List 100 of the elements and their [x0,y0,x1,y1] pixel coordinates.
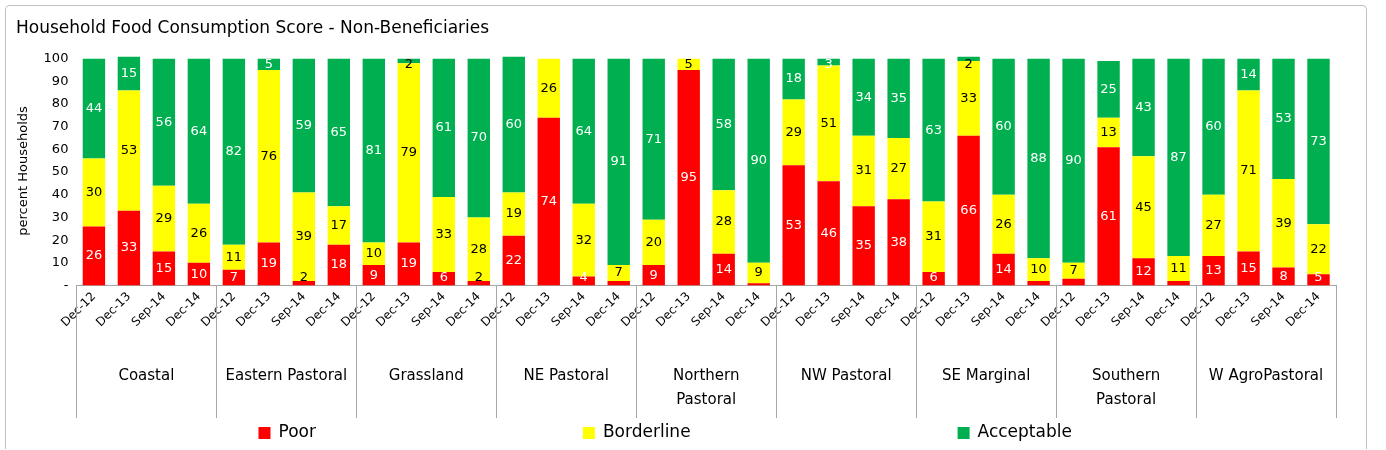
y-tick-label: 80 [51,95,69,111]
bar [852,58,875,136]
data-label: 2 [474,268,483,284]
y-tick-label: 100 [43,50,69,66]
y-tick-label: 40 [51,186,69,202]
data-label: 76 [260,147,278,163]
data-label: 53 [1275,110,1292,126]
data-label: 58 [715,115,732,131]
data-label: 43 [1135,98,1152,114]
data-label: 39 [295,228,313,244]
data-label: 71 [1240,162,1257,178]
data-label: 9 [649,266,658,282]
bar [187,58,211,204]
data-label: 26 [995,215,1012,231]
bar [1202,58,1225,195]
data-label: 22 [505,251,523,267]
bar [642,58,665,220]
data-label: 39 [1275,214,1292,230]
text: Eastern Pastoral [225,365,348,384]
data-label: 65 [330,123,348,139]
data-label: 5 [684,55,693,71]
text: Southern Pastoral [1091,365,1161,408]
bar [1237,251,1260,286]
data-label: 26 [540,79,558,95]
data-label: 56 [155,113,173,129]
data-label: 74 [540,192,558,208]
data-label: 73 [1310,132,1327,148]
bar [922,58,945,202]
data-label: 17 [330,216,348,232]
data-label: 28 [470,240,488,256]
bar [1027,58,1050,259]
data-label: 46 [820,224,837,240]
data-label: 66 [960,202,977,218]
data-label: 31 [855,162,872,178]
data-label: 6 [929,268,938,284]
data-label: 27 [890,160,907,176]
y-tick-label: 50 [51,163,69,179]
data-label: 64 [575,122,593,138]
bar [1132,258,1155,286]
bar [992,253,1015,286]
data-label: 26 [190,224,208,240]
bar [1062,58,1085,263]
data-label: 87 [1170,148,1187,164]
data-label: 53 [120,141,138,157]
data-label: 22 [1310,240,1327,256]
bar [327,206,351,245]
data-label: 11 [225,248,243,264]
data-label: 63 [925,121,942,137]
data-label: 44 [85,99,103,115]
data-label: 27 [1205,216,1222,232]
data-label: 7 [1069,262,1078,278]
bar [397,242,420,286]
data-label: 60 [995,118,1012,134]
bar [117,90,141,211]
bar [82,226,106,286]
bar [187,203,211,263]
data-label: 10 [190,265,208,281]
bar [572,58,595,204]
y-axis-title: percent Households [15,106,31,236]
data-label: 25 [1100,80,1117,96]
bar [712,58,735,191]
bar [782,58,805,100]
bar [817,181,840,286]
bar [467,217,490,281]
bar [747,283,770,286]
y-tick-label: 10 [51,254,69,270]
bar [992,194,1015,254]
data-label: 60 [505,115,523,131]
data-label: 35 [890,89,907,105]
bar [1237,58,1260,91]
bar [1132,58,1155,157]
bar [1167,281,1190,286]
bar [712,190,735,254]
text: Grassland [388,365,464,384]
bar [1272,178,1295,268]
bar [1237,90,1260,252]
chart-title: Household Food Consumption Score - Non-Beneficiaries [16,16,490,37]
data-label: 10 [1030,261,1047,277]
text: Coastal [118,365,175,384]
data-label: 28 [715,213,732,229]
y-tick-label: 30 [51,208,69,224]
bar [257,242,281,286]
data-label: 30 [85,183,103,199]
data-label: 10 [365,245,383,261]
bar [1097,147,1120,286]
data-label: 79 [400,144,418,160]
data-label: 19 [400,255,418,271]
data-label: 15 [155,259,173,275]
bar [152,58,176,186]
data-label: 35 [855,237,872,253]
bar [607,265,630,281]
data-label: 19 [260,255,278,271]
data-label: 4 [579,268,588,284]
text: Northern Pastoral [672,365,740,408]
data-label: 8 [1279,267,1288,283]
data-label: 59 [295,116,313,132]
data-label: 88 [1030,149,1047,165]
data-label: 14 [995,261,1012,277]
bar [1272,58,1295,179]
bar [747,262,770,284]
